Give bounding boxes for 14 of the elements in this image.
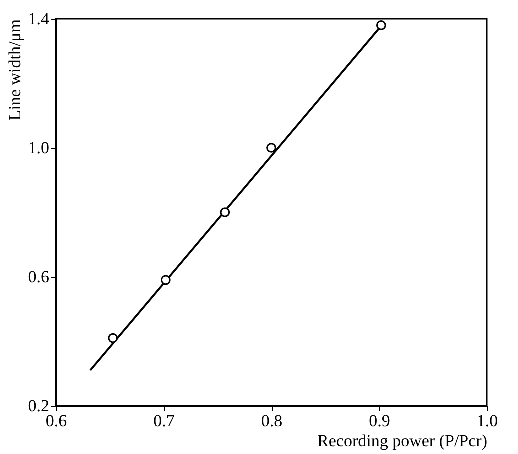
point [266, 143, 276, 153]
point [376, 20, 386, 30]
x-tick-label: 1.0 [476, 412, 498, 430]
x-tick-label: 0.8 [261, 412, 283, 430]
x-tick-label: 0.9 [369, 412, 390, 430]
y-tick-label: 1.4 [28, 10, 50, 28]
x-axis-title: Recording power (P/Pcr) [318, 432, 488, 450]
x-tick-label: 0.7 [154, 412, 176, 430]
y-tick-label: 1.0 [28, 138, 50, 158]
y-tick-label: 0.6 [28, 268, 50, 286]
point [108, 333, 118, 344]
y-axis-title: Line width/μm [5, 20, 24, 121]
point [160, 275, 171, 286]
point [220, 208, 230, 218]
